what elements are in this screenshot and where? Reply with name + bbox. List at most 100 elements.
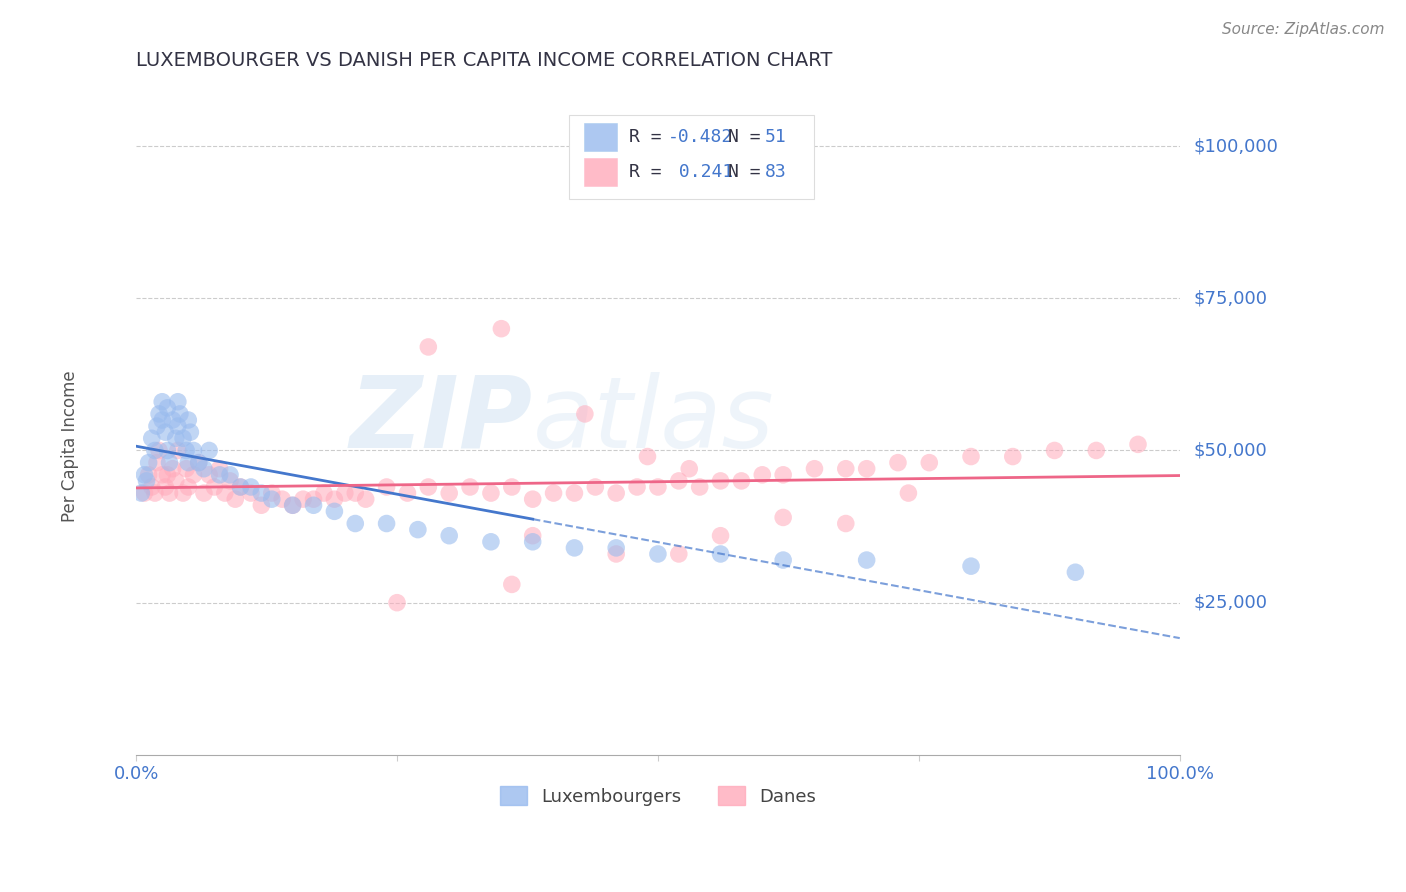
Point: [574, 407, 596, 421]
Point: [855, 461, 877, 475]
Point: [183, 443, 205, 458]
Point: [709, 474, 731, 488]
Point: [150, 467, 173, 482]
Point: [193, 461, 215, 475]
Point: [156, 467, 179, 482]
Point: [751, 467, 773, 482]
Text: atlas: atlas: [533, 371, 775, 468]
Point: [855, 553, 877, 567]
Point: [406, 523, 429, 537]
Point: [229, 480, 252, 494]
Point: [668, 547, 690, 561]
Point: [302, 492, 325, 507]
Point: [131, 486, 153, 500]
Point: [418, 340, 440, 354]
Point: [219, 467, 242, 482]
Point: [1043, 443, 1066, 458]
Point: [143, 486, 166, 500]
Point: [344, 516, 367, 531]
Point: [202, 480, 225, 494]
Point: [501, 577, 523, 591]
Point: [138, 456, 160, 470]
Point: [437, 486, 460, 500]
Point: [134, 467, 156, 482]
Point: [219, 474, 242, 488]
FancyBboxPatch shape: [583, 158, 617, 186]
Point: [333, 486, 356, 500]
Point: [689, 480, 711, 494]
Point: [165, 431, 187, 445]
Point: [208, 461, 231, 475]
Point: [583, 480, 606, 494]
Point: [605, 547, 627, 561]
Point: [960, 559, 983, 574]
Point: [271, 492, 294, 507]
Point: [678, 461, 700, 475]
Point: [803, 461, 825, 475]
Point: [148, 443, 170, 458]
Point: [437, 529, 460, 543]
Point: [1064, 566, 1087, 580]
Point: [605, 541, 627, 555]
Text: LUXEMBOURGER VS DANISH PER CAPITA INCOME CORRELATION CHART: LUXEMBOURGER VS DANISH PER CAPITA INCOME…: [136, 51, 832, 70]
Point: [354, 492, 377, 507]
Point: [159, 486, 181, 500]
Text: Per Capita Income: Per Capita Income: [62, 370, 79, 522]
Point: [637, 450, 659, 464]
Point: [156, 401, 179, 415]
Point: [146, 419, 169, 434]
Point: [239, 486, 262, 500]
Point: [239, 480, 262, 494]
Point: [174, 443, 197, 458]
Text: R =: R =: [628, 128, 672, 145]
Point: [1085, 443, 1108, 458]
Point: [647, 480, 669, 494]
Point: [166, 394, 188, 409]
FancyBboxPatch shape: [583, 122, 617, 151]
Point: [169, 407, 191, 421]
Text: 0.241: 0.241: [668, 163, 734, 181]
Point: [224, 492, 246, 507]
Point: [897, 486, 920, 500]
Text: $50,000: $50,000: [1194, 442, 1267, 459]
Point: [375, 480, 398, 494]
Point: [960, 450, 983, 464]
Point: [214, 486, 236, 500]
Point: [281, 498, 304, 512]
Point: [198, 443, 221, 458]
Point: [564, 541, 586, 555]
Point: [143, 443, 166, 458]
Point: [159, 456, 181, 470]
Point: [208, 467, 231, 482]
Point: [292, 492, 315, 507]
Legend: Luxembourgers, Danes: Luxembourgers, Danes: [492, 779, 824, 813]
Point: [187, 456, 209, 470]
Point: [281, 498, 304, 512]
Point: [302, 498, 325, 512]
Point: [179, 425, 201, 440]
Point: [229, 480, 252, 494]
Point: [375, 516, 398, 531]
Text: $100,000: $100,000: [1194, 137, 1278, 155]
Text: N =: N =: [728, 163, 772, 181]
Point: [835, 461, 858, 475]
Point: [162, 413, 184, 427]
Point: [344, 486, 367, 500]
Point: [141, 480, 163, 494]
Point: [150, 394, 173, 409]
Point: [198, 467, 221, 482]
Point: [605, 486, 627, 500]
Point: [260, 492, 283, 507]
Point: [172, 431, 194, 445]
Text: ZIP: ZIP: [350, 371, 533, 468]
Point: [522, 529, 544, 543]
Point: [312, 486, 335, 500]
Point: [396, 486, 419, 500]
Point: [709, 547, 731, 561]
Point: [501, 480, 523, 494]
Point: [148, 407, 170, 421]
Point: [166, 419, 188, 434]
Point: [647, 547, 669, 561]
Point: [626, 480, 648, 494]
Point: [772, 510, 794, 524]
